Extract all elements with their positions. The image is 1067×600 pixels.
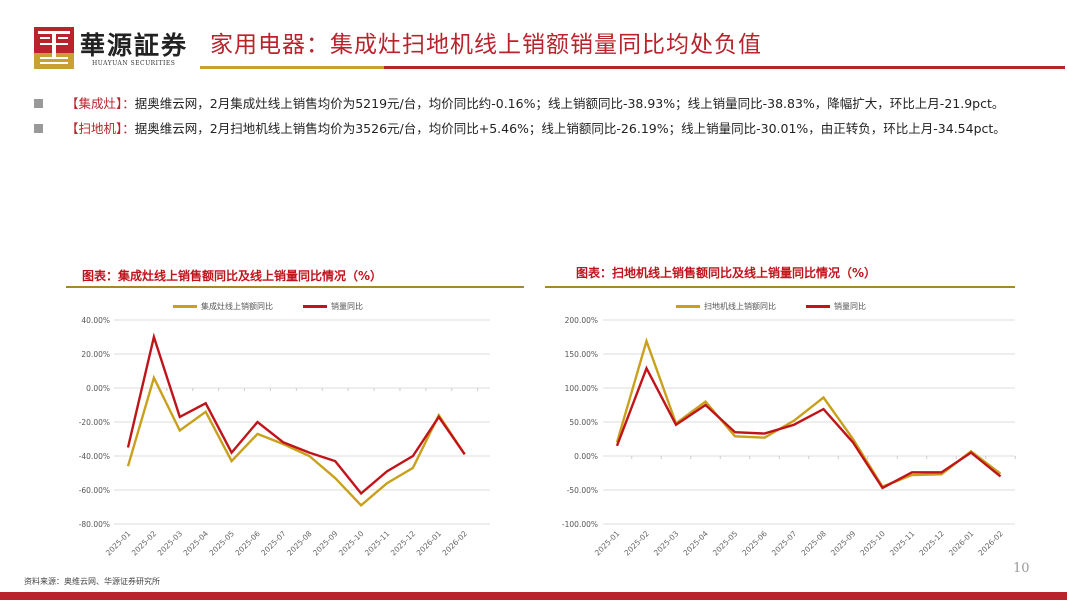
x-tick-label: 2025-12: [917, 529, 946, 558]
legend-label: 扫地机线上销额同比: [704, 302, 776, 311]
chart-title-integrated-stove: 图表：集成灶线上销售额同比及线上销量同比情况（%）: [82, 269, 383, 283]
x-tick-label: 2025-02: [622, 529, 651, 558]
legend-swatch-gold: [676, 305, 700, 308]
x-tick-label: 2025-03: [652, 529, 681, 558]
x-tick-label: 2025-01: [593, 529, 622, 558]
y-tick-label: 50.00%: [569, 418, 598, 427]
chart-rule: [545, 286, 1015, 288]
legend-item: 集成灶线上销额同比: [173, 301, 273, 312]
legend-swatch-red: [806, 305, 830, 308]
chart-legend: 扫地机线上销额同比 销量同比: [676, 301, 866, 312]
y-tick-label: 100.00%: [565, 384, 598, 393]
legend-label: 销量同比: [331, 302, 363, 311]
source-note: 资料来源：奥维云网、华源证券研究所: [24, 577, 160, 586]
bullet-robot-vacuum: 【扫地机】：据奥维云网，2月扫地机线上销售均价为3526元/台，均价同比+5.4…: [34, 117, 1044, 140]
y-tick-label: 0.00%: [574, 452, 598, 461]
footer-bar: [0, 592, 1067, 600]
x-tick-label: 2026-01: [947, 529, 976, 558]
legend-item: 扫地机线上销额同比: [676, 301, 776, 312]
x-tick-label: 2025-10: [858, 529, 887, 558]
y-tick-label: 0.00%: [86, 384, 110, 393]
y-tick-label: 200.00%: [565, 316, 598, 325]
x-tick-label: 2025-06: [740, 529, 769, 558]
logo-subtitle: HUAYUAN SECURITIES: [92, 60, 176, 67]
x-tick-label: 2025-05: [711, 529, 740, 558]
x-tick-label: 2025-11: [888, 529, 917, 558]
series-line: [615, 337, 1002, 489]
title-underline-gold: [200, 66, 384, 69]
logo-text: 華源証券: [80, 31, 189, 60]
legend-label: 销量同比: [834, 302, 866, 311]
y-tick-label: -50.00%: [567, 486, 598, 495]
x-tick-label: 2025-04: [681, 529, 710, 558]
y-tick-label: 150.00%: [565, 350, 598, 359]
x-tick-label: 2025-08: [799, 529, 828, 558]
x-tick-label: 2025-09: [829, 529, 858, 558]
title-underline-red: [384, 66, 1065, 69]
summary-bullets: 【集成灶】：据奥维云网，2月集成灶线上销售均价为5219元/台，均价同比约-0.…: [34, 92, 1044, 142]
chart-legend: 集成灶线上销额同比 销量同比: [173, 301, 363, 312]
bullet-integrated-stove: 【集成灶】：据奥维云网，2月集成灶线上销售均价为5219元/台，均价同比约-0.…: [34, 92, 1044, 115]
y-tick-label: -20.00%: [79, 418, 110, 427]
legend-label: 集成灶线上销额同比: [201, 302, 273, 311]
bullet-square-icon: [34, 99, 43, 108]
bullet-square-icon: [34, 124, 43, 133]
page-number: 10: [1013, 561, 1030, 576]
bullet-text: 据奥维云网，2月集成灶线上销售均价为5219元/台，均价同比约-0.16%；线上…: [134, 96, 1005, 111]
bullet-text: 据奥维云网，2月扫地机线上销售均价为3526元/台，均价同比+5.46%；线上销…: [134, 121, 1006, 136]
page-title: 家用电器：集成灶扫地机线上销额销量同比均处负值: [210, 32, 762, 58]
x-tick-label: 2026-02: [976, 529, 1005, 558]
x-tick-label: 2025-07: [770, 529, 799, 558]
legend-swatch-gold: [173, 305, 197, 308]
y-tick-label: -100.00%: [562, 520, 598, 529]
y-tick-label: -60.00%: [79, 486, 110, 495]
bullet-tag: 【集成灶】：: [66, 96, 135, 111]
series-line: [615, 365, 1002, 490]
huayuan-logo-icon: [34, 27, 74, 69]
y-tick-label: -40.00%: [79, 452, 110, 461]
series-line: [126, 332, 466, 496]
legend-item: 销量同比: [806, 301, 866, 312]
series-line: [126, 374, 466, 507]
bullet-tag: 【扫地机】：: [66, 121, 135, 136]
y-tick-label: -80.00%: [79, 520, 110, 529]
legend-item: 销量同比: [303, 301, 363, 312]
legend-swatch-red: [303, 305, 327, 308]
chart-rule: [66, 286, 524, 288]
y-tick-label: 40.00%: [81, 316, 110, 325]
y-tick-label: 20.00%: [81, 350, 110, 359]
chart-title-robot-vacuum: 图表：扫地机线上销售额同比及线上销量同比情况（%）: [576, 266, 877, 280]
